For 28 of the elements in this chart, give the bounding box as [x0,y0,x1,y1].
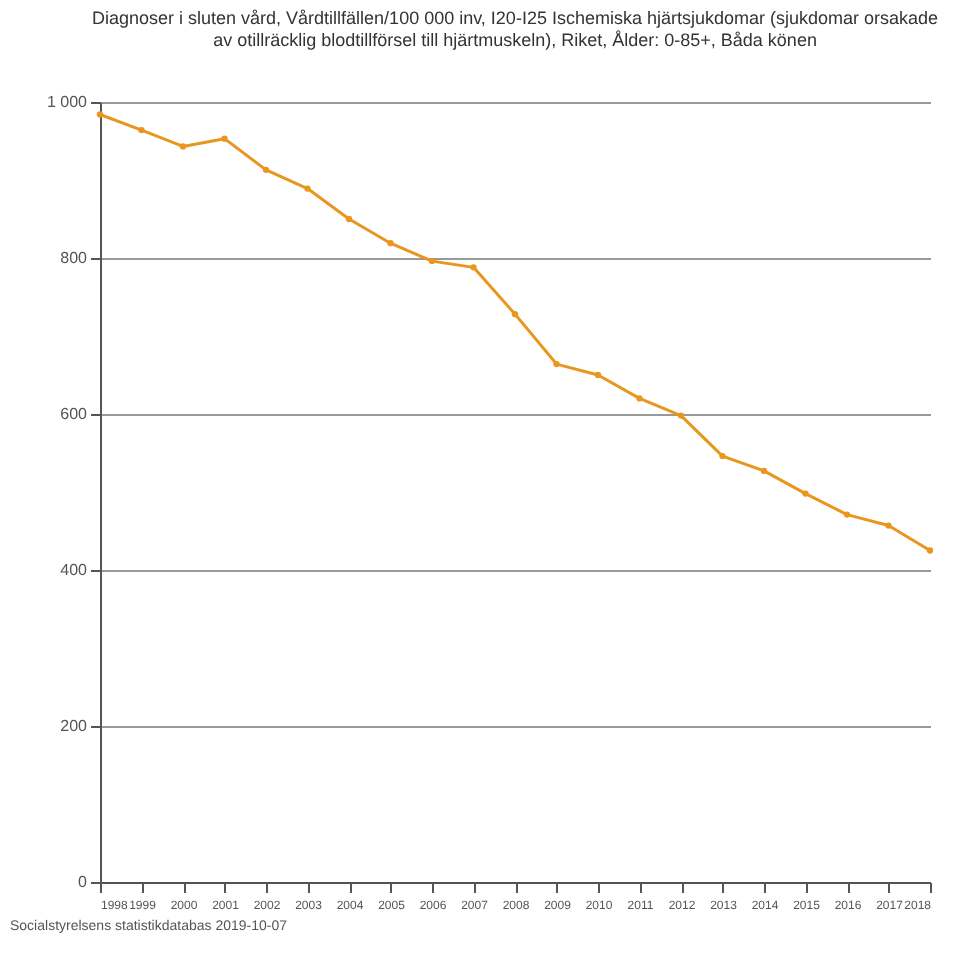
point [677,412,685,419]
point [96,111,104,118]
point [636,395,643,402]
point [594,371,602,379]
y-tick-label: 0 [78,873,89,891]
point [511,311,519,318]
point [179,143,187,150]
point [428,257,436,265]
point [345,215,353,223]
chart-title: Diagnoser i sluten vård, Vårdtillfällen/100 000 inv, I20-I25 Ischemiska hjärtsjukdomar (sjukdomar orsakade av otillräcklig blodtillförsel till hjärtmuskeln), Riket, Ålder: 0-85+, Båda könen [91,8,939,50]
point [470,264,477,271]
point [221,135,228,142]
point [387,240,394,247]
point [760,467,768,475]
y-tick-label: 1 000 [46,93,89,111]
y-tick-label: 800 [60,249,89,267]
point [719,452,726,460]
point [553,360,560,368]
point [802,490,809,497]
point [138,126,145,134]
point [262,166,270,174]
y-tick-label: 200 [60,717,89,735]
point [926,547,934,554]
point [843,511,851,518]
point [304,185,311,192]
y-tick-label: 400 [60,561,89,579]
point [885,522,892,529]
y-tick-label: 600 [60,405,89,423]
